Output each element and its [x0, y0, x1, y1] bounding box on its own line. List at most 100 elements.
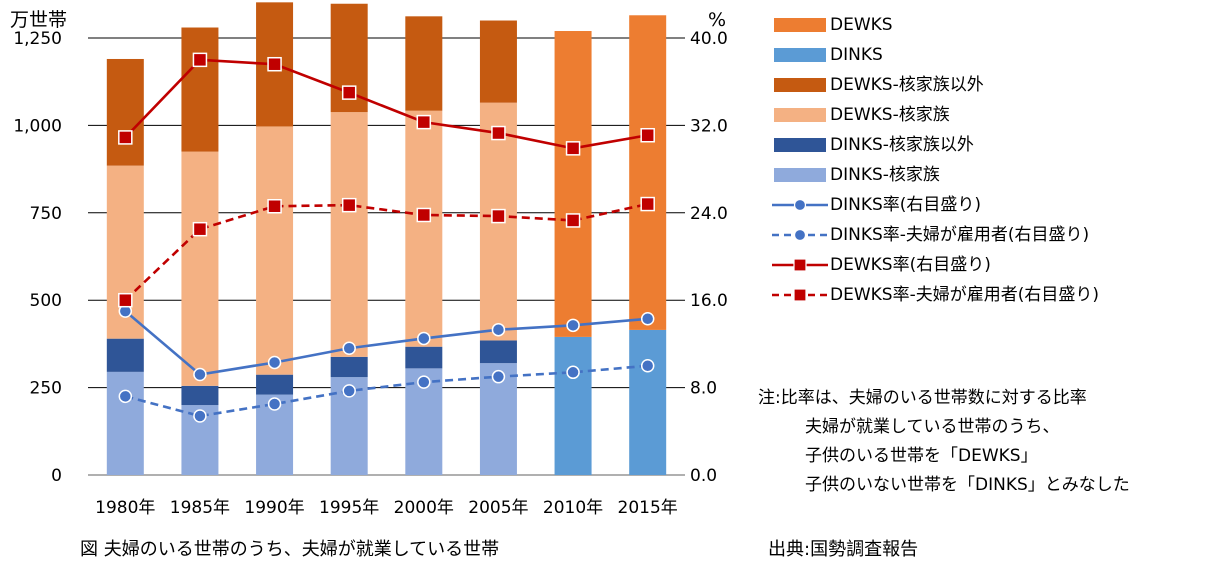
legend: DEWKS DINKS DEWKS-核家族以外 DEWKS-核家族 DINKS-核家族以… [770, 10, 1210, 310]
data-point [267, 198, 282, 214]
x-tick-label: 1985年 [170, 498, 230, 518]
legend-item: DINKS-核家族以外 [770, 130, 1210, 160]
legend-symbol [774, 78, 826, 92]
x-tick-label: 2000年 [394, 498, 454, 518]
data-point [640, 127, 655, 143]
legend-symbol [774, 168, 826, 182]
note: 注:比率は、夫婦のいる世帯数に対する比率 夫婦が就業している世帯のうち、 子供の… [758, 384, 1130, 500]
legend-marker [793, 258, 807, 272]
legend-label: DINKS-核家族以外 [830, 135, 974, 155]
legend-label: DINKS [830, 45, 883, 65]
legend-swatch [774, 48, 826, 62]
y-tick-label-right: 8.0 [690, 379, 717, 399]
bar-segment [479, 20, 517, 103]
y-tick-label-left: 250 [30, 379, 62, 399]
data-point [417, 331, 431, 346]
x-tick-label: 2010年 [543, 498, 603, 518]
y-tick-label-left: 1,250 [13, 29, 62, 49]
legend-label: DINKS率(右目盛り) [830, 195, 982, 215]
x-tick-label: 1990年 [244, 498, 304, 518]
data-point [193, 409, 207, 423]
bar-segment [181, 385, 219, 406]
y-tick-label-right: 32.0 [690, 116, 728, 136]
y-tick-label-left: 750 [30, 204, 62, 224]
data-point [566, 318, 580, 333]
bar-segment [405, 110, 443, 347]
bar-segment [106, 371, 144, 475]
legend-symbol [772, 198, 828, 212]
series-line [124, 202, 648, 302]
x-tick-label: 2005年 [468, 498, 528, 518]
data-point [491, 208, 506, 224]
legend-swatch [774, 18, 826, 32]
note-prefix: 注: [758, 388, 781, 408]
note-line: 子供のいる世帯を「DEWKS」 [805, 446, 1038, 466]
legend-swatch [774, 168, 826, 182]
data-point [118, 130, 133, 145]
legend-symbol [774, 138, 826, 152]
data-point [192, 52, 208, 68]
bar-segment [181, 27, 219, 152]
data-point [192, 221, 208, 237]
legend-item: DEWKS-核家族 [770, 100, 1210, 130]
bar-segment [629, 329, 667, 475]
legend-marker [793, 198, 807, 212]
bar-segment [330, 112, 368, 357]
legend-item: DINKS率(右目盛り) [770, 190, 1210, 220]
bar-segment [256, 126, 294, 375]
bar-segment [479, 340, 517, 364]
legend-item: DEWKS [770, 10, 1210, 40]
bar-segment [554, 336, 592, 475]
note-line: 比率は、夫婦のいる世帯数に対する比率 [780, 388, 1087, 408]
y-tick-label-left: 1,000 [13, 116, 62, 136]
data-point [640, 359, 655, 373]
note-line: 子供のいない世帯を「DINKS」とみなした [805, 475, 1130, 495]
data-point [566, 365, 580, 380]
series-line [124, 58, 648, 150]
lines [118, 52, 655, 423]
series-line [124, 364, 648, 418]
legend-item: DEWKS-核家族以外 [770, 70, 1210, 100]
data-point [267, 397, 282, 411]
data-point [565, 213, 581, 228]
legend-swatch [774, 108, 826, 122]
y-tick-label-right: 24.0 [690, 204, 728, 224]
legend-label: DEWKS率(右目盛り) [830, 255, 991, 275]
legend-marker [793, 288, 807, 302]
y-tick-label-left: 500 [30, 291, 62, 311]
legend-item: DEWKS率-夫婦が雇用者(右目盛り) [770, 280, 1210, 310]
data-point [193, 367, 207, 382]
y-axis-unit-left: 万世帯 [10, 9, 67, 31]
data-point [341, 85, 357, 100]
data-point [342, 384, 356, 398]
legend-swatch [774, 78, 826, 92]
data-point [491, 369, 506, 384]
legend-label: DEWKS率-夫婦が雇用者(右目盛り) [830, 285, 1099, 305]
data-point [491, 322, 506, 337]
data-point [267, 56, 282, 72]
legend-label: DEWKS-核家族 [830, 105, 950, 125]
legend-symbol [774, 108, 826, 122]
data-point [341, 197, 357, 213]
bars [106, 2, 667, 475]
legend-symbol [774, 18, 826, 32]
data-point [118, 389, 133, 404]
legend-symbol [772, 258, 828, 272]
data-point [417, 375, 431, 389]
figure-caption: 図 夫婦のいる世帯のうち、夫婦が就業している世帯 [80, 539, 500, 560]
data-point [118, 292, 133, 308]
legend-label: DEWKS-核家族以外 [830, 75, 984, 95]
bar-segment [405, 16, 443, 111]
legend-symbol [772, 288, 828, 302]
y-tick-label-right: 0.0 [690, 466, 717, 486]
data-point [416, 207, 432, 223]
legend-item: DEWKS率(右目盛り) [770, 250, 1210, 280]
y-tick-label-left: 0 [51, 466, 62, 486]
bar-segment [554, 31, 592, 337]
legend-label: DEWKS [830, 15, 893, 35]
legend-symbol [774, 48, 826, 62]
legend-item: DINKS-核家族 [770, 160, 1210, 190]
legend-item: DINKS率-夫婦が雇用者(右目盛り) [770, 220, 1210, 250]
legend-marker [793, 228, 807, 242]
legend-label: DINKS-核家族 [830, 165, 940, 185]
